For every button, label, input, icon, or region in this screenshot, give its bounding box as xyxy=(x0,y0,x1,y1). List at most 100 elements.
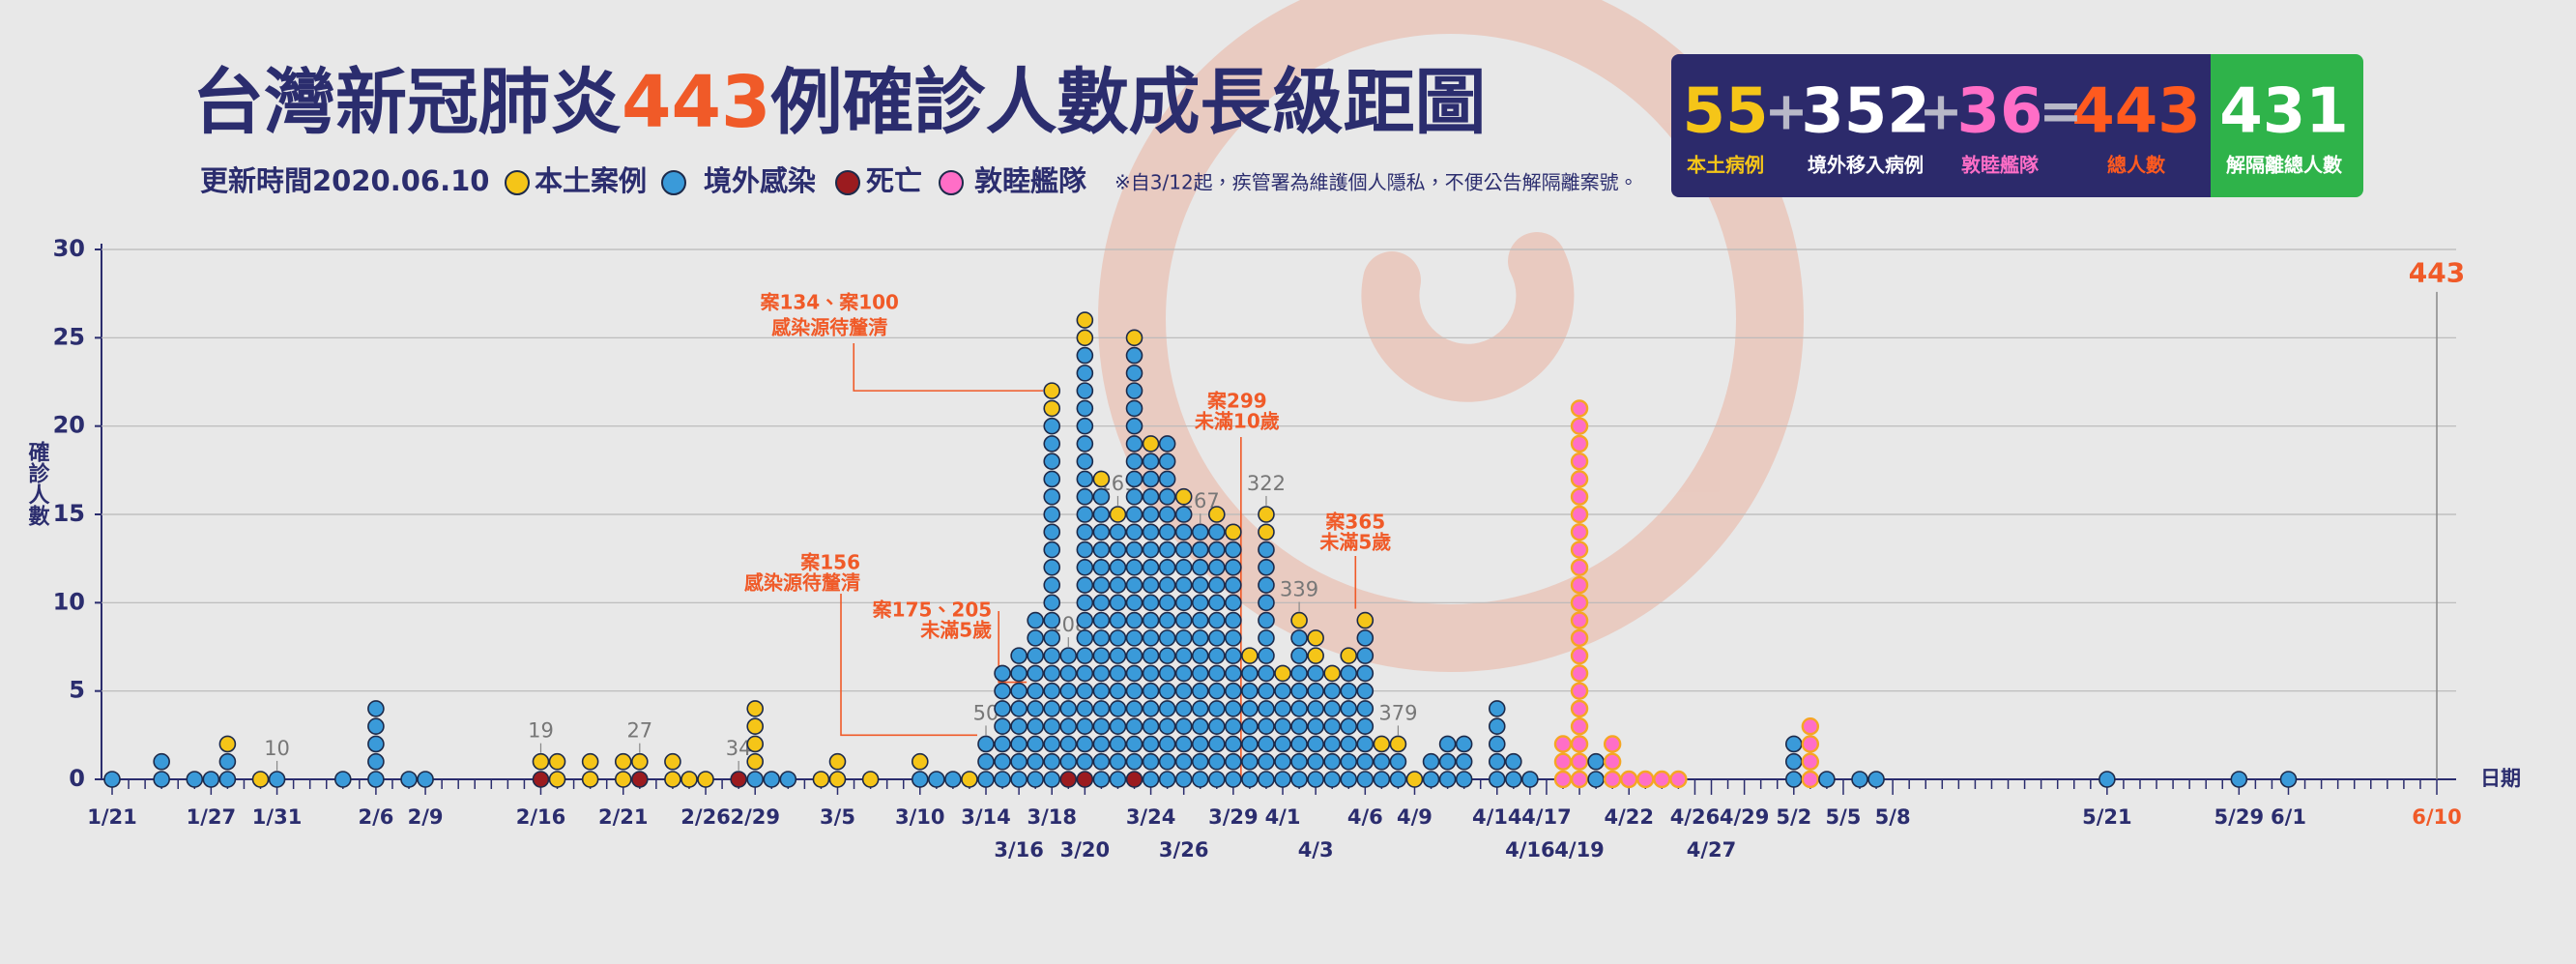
case-label: 10 xyxy=(264,737,290,760)
case-dot xyxy=(1174,682,1193,700)
case-dot xyxy=(1158,594,1176,612)
case-dot xyxy=(1307,647,1324,664)
case-dot xyxy=(1109,540,1127,559)
x-tick-label: 4/29 xyxy=(1720,805,1770,829)
case-dot xyxy=(1290,682,1308,700)
case-dot xyxy=(1307,771,1324,788)
case-dot xyxy=(1784,752,1803,771)
case-dot xyxy=(367,752,385,771)
dot-segment xyxy=(532,752,550,771)
case-dot xyxy=(1356,752,1375,771)
dot-segment xyxy=(1867,771,1885,788)
case-dot xyxy=(1076,346,1094,365)
case-dot xyxy=(1323,664,1341,683)
case-dot xyxy=(1258,700,1275,717)
x-tick-label: 4/17 xyxy=(1521,805,1572,829)
case-dot xyxy=(1258,752,1275,771)
case-dot xyxy=(186,771,204,788)
case-dot xyxy=(1010,771,1028,788)
case-dot xyxy=(1356,771,1375,788)
case-dot xyxy=(1125,629,1143,647)
case-dot xyxy=(1125,329,1143,347)
case-dot xyxy=(1258,647,1275,664)
case-dot xyxy=(1258,664,1275,683)
case-dot xyxy=(1208,647,1226,664)
legend-swatch xyxy=(939,170,964,195)
dot-segment xyxy=(1010,647,1028,788)
x-tick-label: 4/27 xyxy=(1687,838,1737,862)
legend-label: 境外感染 xyxy=(704,164,816,197)
case-dot xyxy=(1043,735,1061,753)
case-label: 339 xyxy=(1280,578,1318,601)
case-dot xyxy=(1290,647,1308,664)
dot-segment xyxy=(1043,382,1061,418)
case-dot xyxy=(1191,558,1209,576)
case-dot xyxy=(1241,717,1259,736)
dot-segment xyxy=(631,771,649,788)
case-dot xyxy=(1290,735,1308,753)
case-dot xyxy=(1505,771,1522,788)
case-dot xyxy=(1174,629,1193,647)
case-dot xyxy=(1553,770,1573,789)
callout-text: 案156 xyxy=(800,551,860,574)
case-dot xyxy=(581,752,599,771)
case-dot xyxy=(1225,771,1242,788)
case-dot xyxy=(1158,682,1176,700)
case-dot xyxy=(1570,646,1589,665)
case-dot xyxy=(631,771,649,788)
case-dot xyxy=(1076,417,1094,435)
y-tick-label: 25 xyxy=(53,323,85,350)
case-dot xyxy=(1109,576,1127,594)
case-dot xyxy=(763,771,781,788)
x-tick-label: 2/6 xyxy=(358,805,393,829)
dot-segment xyxy=(581,752,599,788)
case-dot xyxy=(1043,664,1061,683)
case-dot xyxy=(1225,717,1242,736)
case-dot xyxy=(1076,311,1094,329)
case-dot xyxy=(1142,735,1160,753)
dot-segment xyxy=(812,771,830,788)
dot-segment xyxy=(1307,629,1324,664)
case-dot xyxy=(1225,540,1242,559)
case-dot xyxy=(697,771,714,788)
case-dot xyxy=(1191,647,1209,664)
case-dot xyxy=(1092,752,1111,771)
case-dot xyxy=(1570,575,1589,595)
case-dot xyxy=(1142,682,1160,700)
dot-segment xyxy=(1438,735,1457,788)
case-dot xyxy=(417,771,434,788)
case-dot xyxy=(1059,717,1078,736)
case-dot xyxy=(1109,506,1127,523)
case-dot xyxy=(1174,487,1193,506)
case-dot xyxy=(1076,523,1094,541)
case-dot xyxy=(1043,558,1061,576)
case-dot xyxy=(1274,752,1291,771)
case-dot xyxy=(1109,771,1127,788)
dot-segment xyxy=(1158,435,1176,788)
case-dot xyxy=(614,752,632,771)
case-dot xyxy=(1158,700,1176,717)
case-dot xyxy=(1125,576,1143,594)
case-dot xyxy=(1043,717,1061,736)
case-dot xyxy=(1340,717,1358,736)
case-dot xyxy=(1142,470,1160,488)
case-dot xyxy=(631,752,649,771)
title-part: 台灣新冠肺炎 xyxy=(192,61,622,144)
case-dot xyxy=(1092,576,1111,594)
case-dot xyxy=(746,735,765,753)
dot-segment xyxy=(1620,770,1638,789)
case-dot xyxy=(1455,752,1473,771)
case-dot xyxy=(1191,523,1209,541)
case-dot xyxy=(1570,682,1589,700)
case-dot xyxy=(1553,752,1573,771)
case-dot xyxy=(333,771,352,788)
dot-segment xyxy=(1274,682,1291,788)
case-dot xyxy=(1356,629,1375,647)
case-dot xyxy=(218,752,237,771)
summary-operator: + xyxy=(1919,81,1962,142)
case-dot xyxy=(1340,771,1358,788)
callout-text: 未滿10歲 xyxy=(1195,410,1280,433)
case-dot xyxy=(1125,558,1143,576)
dot-segment xyxy=(928,771,945,788)
